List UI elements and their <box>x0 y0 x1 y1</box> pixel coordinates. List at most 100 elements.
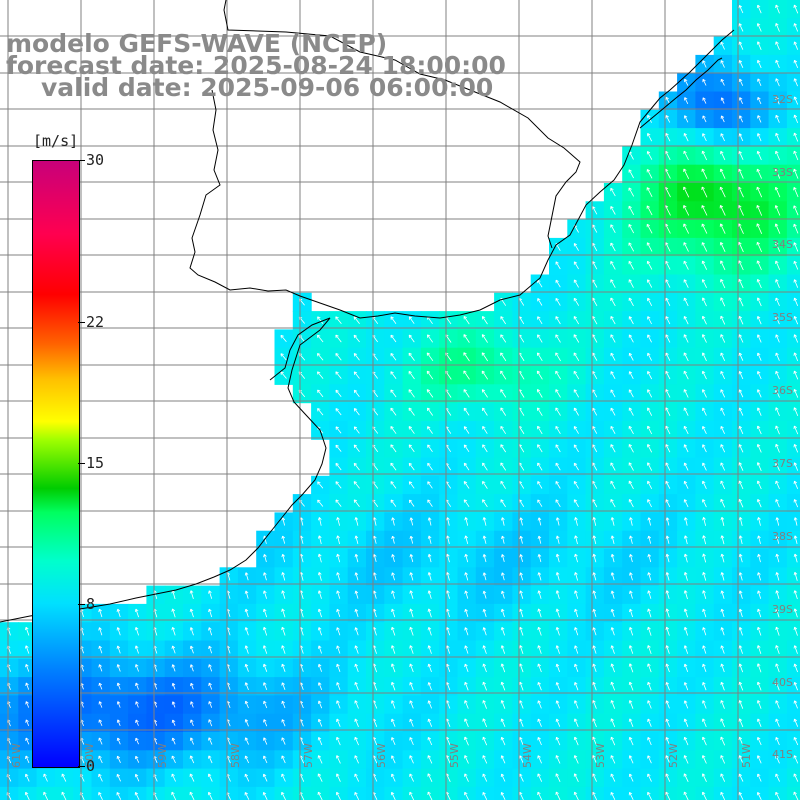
wind-arrow <box>317 791 323 800</box>
wind-arrow <box>500 370 507 380</box>
wind-arrow <box>683 370 689 380</box>
lon-label: 55W <box>448 743 461 768</box>
wind-arrow <box>793 535 798 545</box>
wind-arrow <box>738 553 743 563</box>
wind-arrow <box>500 736 506 746</box>
wind-arrow <box>738 389 744 398</box>
wind-arrow <box>537 645 542 654</box>
wind-arrow <box>446 535 450 545</box>
wind-arrow <box>647 279 653 288</box>
colorbar-tick-mark <box>78 160 85 161</box>
wind-arrow <box>683 553 688 563</box>
wind-cell <box>786 347 800 367</box>
wind-arrow <box>116 608 121 618</box>
wind-arrow <box>281 572 286 581</box>
wind-arrow <box>720 133 725 142</box>
wind-cell <box>786 274 800 294</box>
wind-arrow <box>665 736 670 746</box>
wind-arrow <box>647 517 652 526</box>
wind-arrow <box>116 701 121 708</box>
wind-arrow <box>335 481 342 489</box>
wind-arrow <box>135 719 139 726</box>
wind-arrow <box>720 334 726 343</box>
wind-arrow <box>683 168 690 179</box>
wind-arrow <box>719 186 726 198</box>
wind-arrow <box>281 719 286 727</box>
wind-arrow <box>336 773 341 782</box>
wind-arrow <box>335 499 342 507</box>
wind-arrow <box>775 114 780 123</box>
wind-arrow <box>390 426 397 434</box>
wind-arrow <box>793 425 799 435</box>
wind-arrow <box>244 608 249 618</box>
wind-arrow <box>208 664 213 672</box>
wind-arrow <box>647 572 652 581</box>
wind-arrow <box>647 114 652 123</box>
wind-cell <box>786 146 800 166</box>
wind-arrow <box>464 590 469 599</box>
wind-arrow <box>610 297 616 307</box>
wind-arrow <box>628 444 634 453</box>
wind-arrow <box>665 316 671 325</box>
wind-arrow <box>793 334 799 343</box>
wind-arrow <box>116 719 121 727</box>
wind-arrow <box>171 701 176 708</box>
wind-arrow <box>463 444 470 453</box>
wind-arrow <box>336 572 341 581</box>
wind-arrow <box>573 243 579 251</box>
wind-arrow <box>628 736 634 746</box>
wind-arrow <box>317 371 324 379</box>
wind-arrow <box>775 407 780 417</box>
wind-arrow <box>317 718 323 727</box>
wind-arrow <box>610 517 615 526</box>
wind-arrow <box>263 682 268 691</box>
wind-arrow <box>501 554 505 563</box>
wind-arrow <box>408 334 415 343</box>
wind-arrow <box>519 736 524 746</box>
lon-label: 51W <box>740 743 753 768</box>
wind-arrow <box>647 700 652 709</box>
wind-arrow <box>427 462 433 471</box>
wind-arrow <box>720 553 725 563</box>
wind-arrow <box>317 535 322 545</box>
wind-arrow <box>610 608 615 618</box>
wind-arrow <box>189 664 194 672</box>
wind-arrow <box>702 736 707 746</box>
wind-arrow <box>519 626 524 636</box>
wind-arrow <box>391 718 396 727</box>
wind-arrow <box>738 334 744 343</box>
wind-arrow <box>463 389 470 398</box>
wind-arrow <box>427 682 432 691</box>
wind-arrow <box>683 535 688 545</box>
wind-arrow <box>500 681 506 691</box>
wind-arrow <box>793 297 799 307</box>
coastline-uruguay-argentina <box>0 317 331 623</box>
wind-arrow <box>665 608 670 618</box>
wind-arrow <box>463 352 470 362</box>
lat-label: 37S <box>772 457 793 470</box>
wind-arrow <box>702 608 707 618</box>
wind-arrow <box>756 389 762 398</box>
wind-arrow <box>464 736 469 746</box>
wind-arrow <box>390 499 397 507</box>
wind-arrow <box>610 572 615 581</box>
wind-arrow <box>537 444 543 453</box>
wind-arrow <box>555 517 560 526</box>
wind-arrow <box>629 535 633 544</box>
wind-arrow <box>720 425 725 434</box>
wind-arrow <box>610 407 616 416</box>
wind-arrow <box>537 517 542 526</box>
wind-arrow <box>171 737 176 745</box>
wind-arrow <box>134 645 139 654</box>
wind-cell <box>786 183 800 202</box>
wind-arrow <box>464 681 469 691</box>
wind-arrow <box>738 150 744 160</box>
wind-arrow <box>482 535 487 544</box>
wind-arrow <box>592 681 597 691</box>
wind-arrow <box>391 535 395 544</box>
wind-arrow <box>555 572 560 581</box>
wind-arrow <box>409 700 414 709</box>
wind-arrow <box>701 755 707 764</box>
wind-arrow <box>171 773 176 782</box>
wind-arrow <box>555 755 561 764</box>
